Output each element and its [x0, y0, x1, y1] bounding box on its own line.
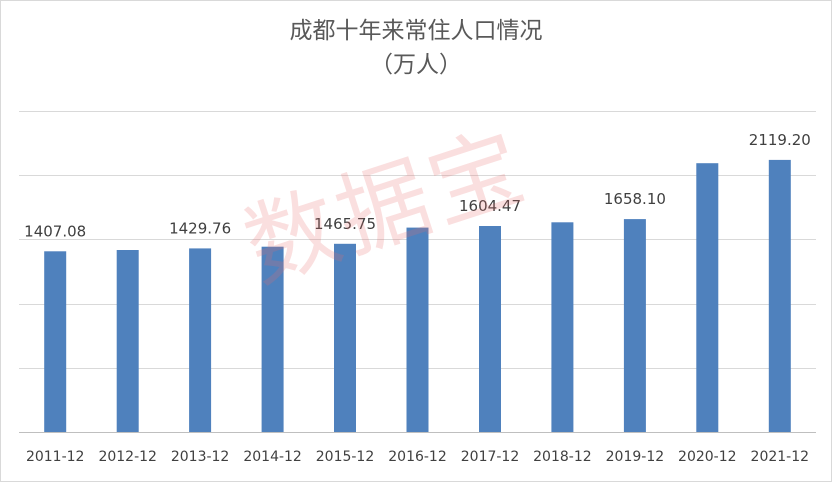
chart-title: 成都十年来常住人口情况 — [289, 18, 543, 44]
data-label-2021-12: 2119.20 — [749, 131, 811, 149]
data-label-2015-12: 1465.75 — [314, 215, 376, 233]
x-tick-label-2017-12: 2017-12 — [461, 449, 520, 465]
data-label-2011-12: 1407.08 — [24, 222, 86, 240]
data-label-2017-12: 1604.47 — [459, 197, 521, 215]
data-label-2019-12: 1658.10 — [604, 190, 666, 208]
bar-2011-12 — [44, 251, 67, 432]
x-tick-label-2011-12: 2011-12 — [26, 449, 85, 465]
x-tick-label-2020-12: 2020-12 — [678, 449, 737, 465]
x-tick-label-2015-12: 2015-12 — [316, 449, 375, 465]
bar-2021-12 — [768, 159, 791, 432]
x-tick-label-2019-12: 2019-12 — [606, 449, 665, 465]
bar-2017-12 — [479, 226, 501, 432]
x-tick-label-2014-12: 2014-12 — [243, 449, 302, 465]
bar-2015-12 — [334, 243, 356, 432]
bars — [44, 159, 791, 432]
x-tick-label-2012-12: 2012-12 — [98, 449, 157, 465]
data-labels: 1407.08 1429.76 1465.75 1604.47 1658.10 2119.… — [24, 131, 811, 240]
bar-2020-12 — [696, 163, 719, 432]
bar-2013-12 — [189, 248, 212, 432]
bar-2018-12 — [551, 222, 574, 432]
data-label-2013-12: 1429.76 — [169, 219, 231, 237]
bar-2019-12 — [623, 219, 646, 432]
chart-subtitle: （万人） — [370, 52, 462, 78]
bar-2012-12 — [116, 250, 139, 432]
bar-2016-12 — [406, 227, 429, 432]
x-axis-tick-labels: 2011-12 2012-12 2013-12 2014-12 2015-12 2016-… — [26, 449, 809, 465]
bar-2014-12 — [261, 246, 284, 432]
x-tick-label-2016-12: 2016-12 — [388, 449, 447, 465]
x-tick-label-2021-12: 2021-12 — [751, 449, 810, 465]
x-tick-label-2013-12: 2013-12 — [171, 449, 230, 465]
x-tick-label-2018-12: 2018-12 — [533, 449, 592, 465]
